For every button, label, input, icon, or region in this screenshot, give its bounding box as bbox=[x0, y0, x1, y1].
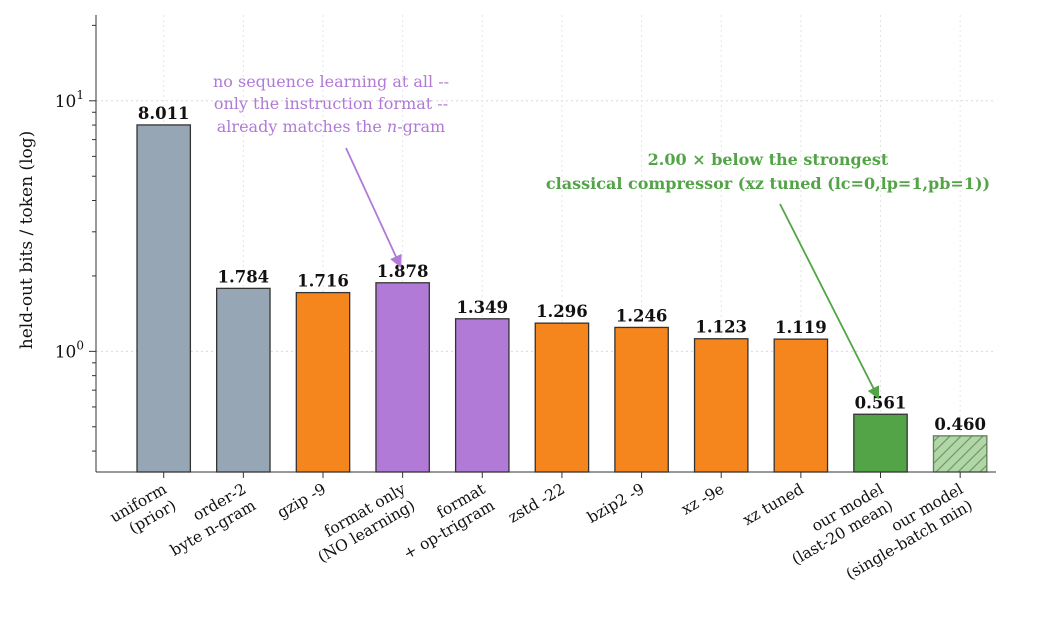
x-tick-label: uniform(prior) bbox=[107, 480, 180, 543]
x-tick-label: format+ op-trigram bbox=[391, 479, 499, 563]
bar bbox=[295, 291, 351, 473]
annotation-arrow-our-model bbox=[779, 203, 880, 400]
bar-value-label: 8.011 bbox=[138, 104, 190, 123]
bar bbox=[534, 322, 590, 473]
x-tick-label: order-2byte n-gram bbox=[158, 480, 259, 560]
annotation-our-model: 2.00 × below the strongest classical comp… bbox=[546, 150, 990, 193]
bar bbox=[932, 435, 988, 473]
bar bbox=[136, 124, 192, 473]
bar-value-label: 1.716 bbox=[297, 272, 349, 291]
annotations: no sequence learning at all --only the i… bbox=[213, 72, 990, 400]
bar-value-label: 1.119 bbox=[775, 318, 827, 337]
x-tick-label: bzip2 -9 bbox=[584, 480, 647, 527]
bar bbox=[454, 318, 510, 473]
bar-value-label: 1.784 bbox=[218, 267, 270, 286]
y-axis-label: held-out bits / token (log) bbox=[17, 131, 37, 350]
bar-value-label: 1.123 bbox=[695, 318, 747, 337]
x-tick-label: xz -9e bbox=[678, 480, 727, 519]
annotation-arrow-format-only bbox=[345, 147, 402, 268]
bar bbox=[853, 413, 908, 473]
y-tick-label: 101 bbox=[55, 88, 84, 112]
bar-value-label: 1.296 bbox=[536, 302, 588, 321]
bar bbox=[773, 338, 829, 473]
x-tick-label: xz tuned bbox=[740, 480, 807, 529]
bar-value-label: 0.561 bbox=[855, 393, 907, 412]
bar-value-label: 1.878 bbox=[377, 262, 429, 281]
bar-value-label: 1.349 bbox=[456, 298, 508, 317]
x-tick-label: gzip -9 bbox=[274, 480, 329, 522]
y-tick-label: 100 bbox=[55, 338, 84, 362]
axes bbox=[95, 15, 996, 473]
value-labels: 8.011 1.784 1.716 1.878 1.349 1.296 1.246 1.123… bbox=[138, 104, 986, 434]
x-ticks: uniform(prior) order-2byte n-gram gzip -9 f… bbox=[107, 472, 976, 583]
bars bbox=[136, 124, 988, 473]
bar bbox=[693, 338, 749, 473]
bar bbox=[375, 282, 430, 473]
bar bbox=[216, 287, 271, 473]
y-ticks: 101 100 bbox=[55, 24, 96, 452]
bar-value-label: 1.246 bbox=[616, 306, 668, 325]
annotation-format-only: no sequence learning at all --only the i… bbox=[213, 72, 449, 136]
x-tick-label: zstd -22 bbox=[505, 480, 568, 527]
bar-value-label: 0.460 bbox=[934, 415, 986, 434]
bar bbox=[614, 326, 669, 473]
